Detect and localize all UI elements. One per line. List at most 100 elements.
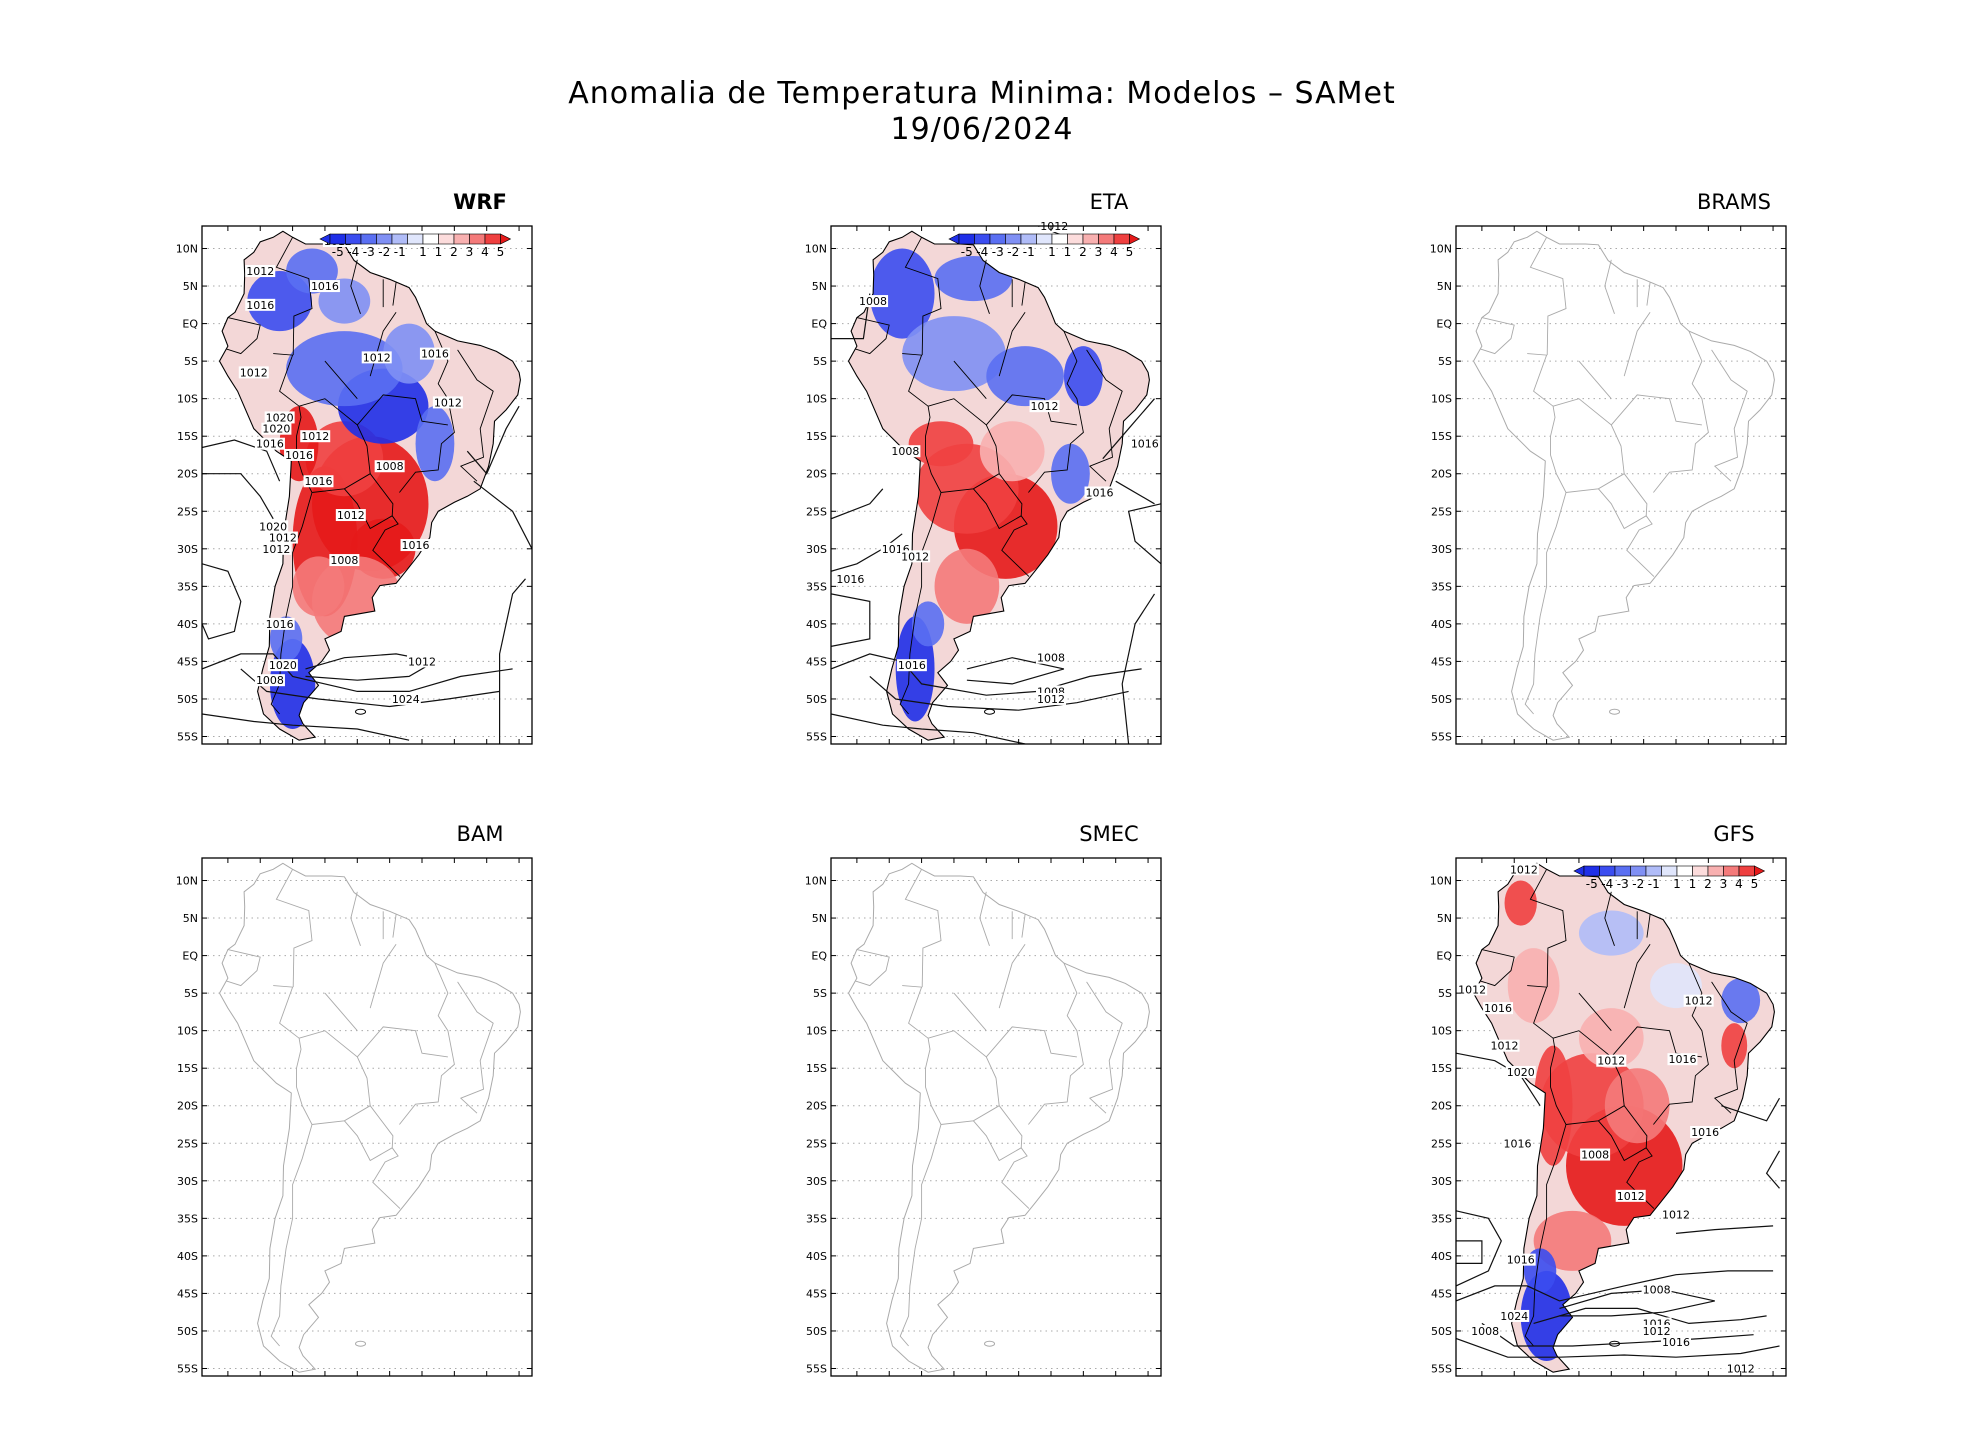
border-line: [1550, 398, 1625, 493]
isobar-line: [1456, 1210, 1502, 1287]
lat-label: 30S: [177, 543, 198, 556]
border-line: [1578, 360, 1612, 399]
isobar-label-bg: [261, 422, 292, 435]
colorbar-cell: [1723, 865, 1740, 877]
colorbar-label: -3: [363, 245, 375, 259]
lat-label: 10S: [806, 1025, 827, 1038]
isobar-label-bg: [1683, 994, 1714, 1007]
colorbar-cell: [1630, 865, 1647, 877]
border-line: [904, 869, 942, 988]
isobar-label-bg: [245, 298, 276, 311]
isobar-label: 1012: [269, 532, 297, 545]
country-borders: [226, 869, 494, 1347]
colorbar-label: -4: [976, 245, 988, 259]
colorbar-label: -2: [378, 245, 390, 259]
isobar-label-bg: [1499, 1309, 1530, 1322]
isobar-line: [202, 473, 274, 520]
gridlines: [831, 880, 1161, 1369]
panel-title: WRF: [453, 190, 507, 214]
anomaly-blob: [1578, 1008, 1644, 1069]
border-line: [372, 1147, 401, 1209]
colorbar-cell: [1692, 865, 1709, 877]
lat-label: 30S: [177, 1175, 198, 1188]
isobar-label: 1012: [1685, 995, 1713, 1008]
isobar-label: 1012: [1037, 693, 1065, 706]
colorbar-cell: [484, 233, 501, 245]
isobar-label-bg: [1502, 1137, 1533, 1150]
anomaly-blob: [979, 421, 1045, 482]
isobar-label-bg: [1725, 1362, 1756, 1375]
isobar-label: 1008: [376, 460, 404, 473]
lat-label: 5N: [1437, 912, 1452, 925]
border-line: [369, 944, 397, 1009]
isobar-label-bg: [1036, 651, 1066, 664]
isobar-label-bg: [1457, 983, 1488, 996]
colorbar-label: 1: [1064, 245, 1072, 259]
isobar-label: 1012: [1662, 1209, 1690, 1222]
border-line: [1021, 282, 1026, 306]
isobar-label: 1012: [901, 550, 929, 563]
panel-bam: BAM 10N 5N EQ 5S 10S 15S 20S 25S 30S 35S 40S 45S 50S…: [166, 822, 576, 1382]
isobar-label-bg: [374, 460, 405, 473]
panel-eta: ETA 1012 1008 1012 1016 1008 1016 1016 1012 1016…: [795, 190, 1205, 750]
isobar-label-bg: [1596, 1054, 1627, 1067]
colorbar-cell: [469, 233, 486, 245]
map-canvas: 10N5NEQ5S10S15S20S25S30S35S40S45S50S55S8…: [1430, 225, 1787, 745]
lat-label: 5N: [1437, 280, 1452, 293]
isobar-label: 1008: [891, 445, 919, 458]
border-line: [855, 949, 890, 987]
isobar-label-bg: [1029, 400, 1060, 413]
colorbar-label: 1: [435, 245, 443, 259]
colorbar-cell: [407, 233, 424, 245]
border-line: [985, 394, 1077, 426]
anomaly-blob: [986, 346, 1064, 407]
isobar-label: 1016: [1691, 1126, 1719, 1139]
panel-gfs: GFS 1012 1012 1016 1012 1012 1012 1016 1020 1016…: [1420, 822, 1830, 1382]
lat-label: 55S: [177, 730, 198, 743]
isobars: [1456, 1052, 1781, 1358]
isobar-label: 1016: [1484, 1002, 1512, 1015]
isobar-line: [1102, 398, 1155, 460]
anomaly-blob: [1063, 346, 1103, 407]
border-line: [350, 891, 361, 946]
country-borders: [1480, 237, 1748, 715]
isobar-label-bg: [264, 411, 295, 424]
colorbar-label: 3: [466, 245, 474, 259]
border-line: [1001, 515, 1030, 577]
colorbar-label: 4: [1110, 245, 1118, 259]
lat-label: 45S: [1431, 655, 1452, 668]
isobar-line: [240, 668, 500, 708]
lat-label: 40S: [177, 1250, 198, 1263]
colorbar-label: 1: [1673, 877, 1681, 891]
isobar-line: [202, 439, 281, 482]
border-line: [1610, 394, 1702, 426]
isobar-label-bg: [1489, 1039, 1520, 1052]
isobar-label: 1016: [1507, 1254, 1535, 1267]
coastline: [218, 230, 521, 741]
lat-label: 45S: [177, 1287, 198, 1300]
isobar-label: 1024: [1500, 1310, 1528, 1323]
anomaly-blob: [1051, 443, 1090, 504]
isobar-line: [831, 713, 1026, 744]
isobar-label: 1016: [285, 449, 313, 462]
lat-label: 50S: [806, 693, 827, 706]
isobar-label-bg: [419, 347, 450, 360]
isobar-label-bg: [407, 655, 437, 668]
isobar-label-bg: [900, 550, 931, 563]
isobar-label-bg: [1580, 1148, 1611, 1161]
anomaly-blob: [1507, 948, 1560, 1024]
border-line: [356, 1026, 448, 1058]
colorbar-label: 2: [450, 245, 458, 259]
lat-label: 20S: [806, 1100, 827, 1113]
isobar-label: 1020: [259, 520, 287, 533]
lat-label: 15S: [177, 430, 198, 443]
border-line: [350, 259, 361, 314]
anomaly-blob: [1578, 910, 1644, 956]
border-line: [356, 394, 448, 426]
colorbar-label: 5: [497, 245, 505, 259]
border-line: [1711, 349, 1748, 482]
map-frame: [830, 225, 1162, 745]
isobar-line: [831, 293, 871, 340]
colorbar-cell: [1005, 233, 1022, 245]
isobar-label-bg: [1661, 1336, 1691, 1349]
